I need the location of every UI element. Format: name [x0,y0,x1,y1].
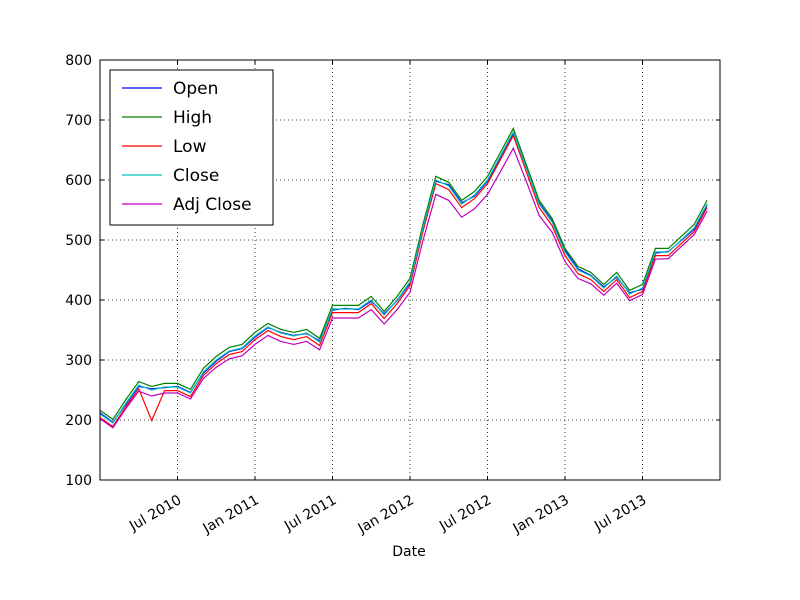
legend-label: Open [173,79,218,99]
series-line [99,134,708,428]
y-tick-label: 300 [65,353,92,369]
series-line [99,126,708,421]
y-tick-label: 800 [65,53,92,69]
legend-label: Adj Close [173,195,252,215]
y-tick-label: 500 [65,233,92,249]
legend: Open High Low Close Adj Close [109,69,274,226]
y-tick-label: 400 [65,293,92,309]
y-tick-label: 600 [65,173,92,189]
plot-frame [99,59,721,481]
legend-label: Close [173,166,219,186]
y-tick-label: 100 [65,473,92,489]
legend-label: Low [173,137,207,157]
legend-label: High [173,108,212,128]
y-tick-label: 700 [65,113,92,129]
y-tick-label: 200 [65,413,92,429]
legend-box [109,69,274,226]
series-line [99,146,708,429]
series-line [99,130,708,424]
x-axis-label: Date [392,544,425,560]
